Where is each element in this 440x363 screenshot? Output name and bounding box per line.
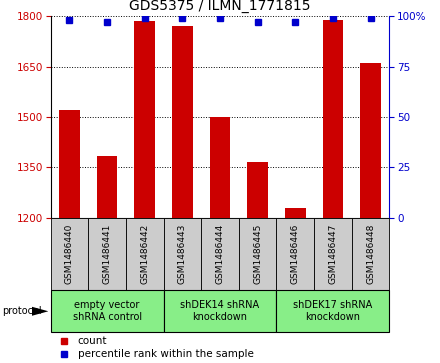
- Bar: [352, 218, 389, 290]
- Bar: [59, 110, 80, 218]
- Bar: [276, 290, 389, 332]
- Bar: [88, 218, 126, 290]
- Bar: [276, 218, 314, 290]
- Text: percentile rank within the sample: percentile rank within the sample: [78, 349, 253, 359]
- Text: GSM1486442: GSM1486442: [140, 224, 149, 284]
- Bar: [314, 218, 352, 290]
- Bar: [134, 21, 155, 218]
- Bar: [239, 218, 276, 290]
- Text: count: count: [78, 336, 107, 346]
- Text: protocol: protocol: [2, 306, 42, 316]
- Bar: [201, 218, 239, 290]
- Bar: [97, 156, 117, 218]
- Text: GSM1486446: GSM1486446: [291, 224, 300, 284]
- Text: GSM1486445: GSM1486445: [253, 224, 262, 284]
- Bar: [247, 162, 268, 218]
- Bar: [172, 26, 193, 218]
- Polygon shape: [32, 307, 48, 316]
- Text: GSM1486444: GSM1486444: [216, 224, 224, 284]
- Bar: [164, 290, 276, 332]
- Bar: [51, 218, 88, 290]
- Bar: [209, 117, 231, 218]
- Text: GSM1486443: GSM1486443: [178, 224, 187, 284]
- Bar: [164, 218, 201, 290]
- Bar: [323, 20, 343, 218]
- Bar: [51, 290, 164, 332]
- Text: shDEK14 shRNA
knockdown: shDEK14 shRNA knockdown: [180, 301, 260, 322]
- Title: GDS5375 / ILMN_1771815: GDS5375 / ILMN_1771815: [129, 0, 311, 13]
- Text: GSM1486441: GSM1486441: [103, 224, 112, 284]
- Bar: [285, 208, 306, 218]
- Text: empty vector
shRNA control: empty vector shRNA control: [73, 301, 142, 322]
- Text: GSM1486447: GSM1486447: [328, 224, 337, 284]
- Text: GSM1486448: GSM1486448: [366, 224, 375, 284]
- Bar: [126, 218, 164, 290]
- Bar: [360, 63, 381, 218]
- Text: GSM1486440: GSM1486440: [65, 224, 74, 284]
- Text: shDEK17 shRNA
knockdown: shDEK17 shRNA knockdown: [293, 301, 373, 322]
